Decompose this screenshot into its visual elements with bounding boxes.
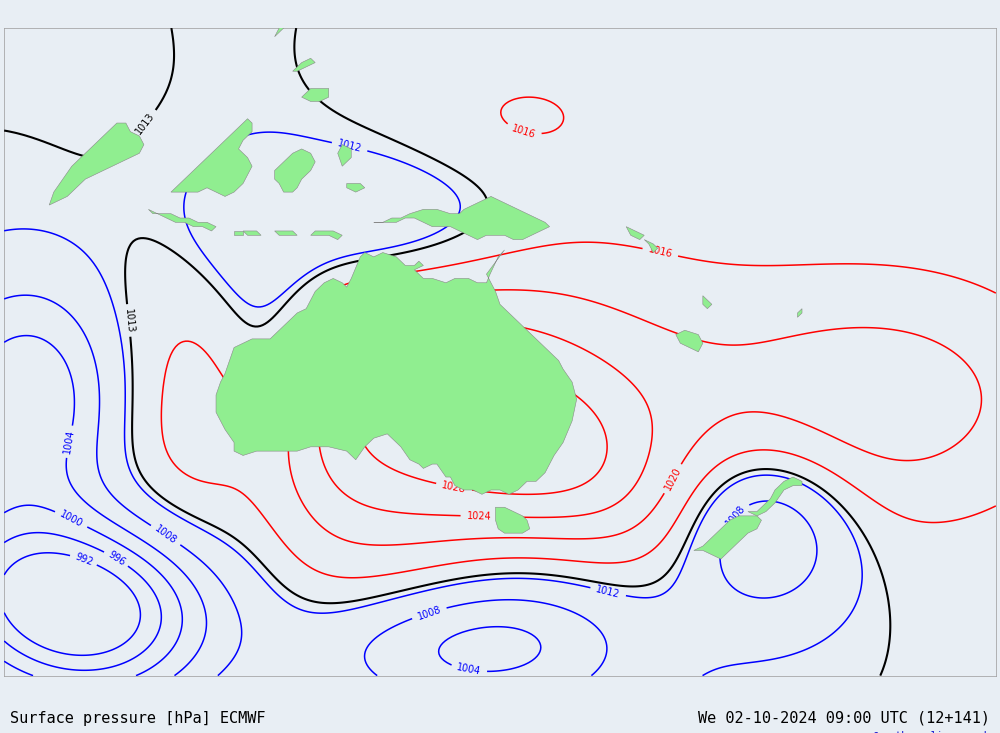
Text: 1004: 1004: [456, 663, 482, 677]
Text: 1024: 1024: [466, 511, 491, 522]
Polygon shape: [243, 231, 261, 235]
Polygon shape: [275, 149, 315, 192]
Text: @weatheronline.co.uk: @weatheronline.co.uk: [872, 730, 990, 733]
Polygon shape: [644, 240, 658, 253]
Polygon shape: [49, 123, 144, 205]
Polygon shape: [495, 507, 530, 533]
Text: 1013: 1013: [123, 308, 135, 333]
Polygon shape: [694, 516, 761, 559]
Polygon shape: [171, 119, 252, 196]
Text: 1000: 1000: [58, 509, 84, 529]
Text: 1028: 1028: [441, 479, 467, 495]
Polygon shape: [302, 89, 329, 101]
Polygon shape: [148, 210, 216, 231]
Polygon shape: [374, 196, 550, 240]
Polygon shape: [234, 231, 243, 235]
Polygon shape: [676, 331, 703, 352]
Text: 1004: 1004: [62, 429, 76, 454]
Text: 1016: 1016: [647, 245, 673, 260]
Polygon shape: [703, 295, 712, 309]
Text: 1013: 1013: [134, 111, 157, 136]
Polygon shape: [748, 477, 802, 516]
Polygon shape: [216, 250, 577, 494]
Polygon shape: [275, 231, 297, 235]
Text: We 02-10-2024 09:00 UTC (12+141): We 02-10-2024 09:00 UTC (12+141): [698, 711, 990, 726]
Text: 1016: 1016: [510, 123, 537, 140]
Polygon shape: [347, 183, 365, 192]
Text: 996: 996: [106, 550, 127, 568]
Polygon shape: [338, 144, 351, 166]
Polygon shape: [626, 226, 644, 240]
Text: 992: 992: [73, 551, 94, 567]
Text: 1008: 1008: [416, 604, 442, 622]
Text: 1012: 1012: [336, 139, 363, 155]
Polygon shape: [311, 231, 342, 240]
Polygon shape: [275, 2, 297, 37]
Text: Surface pressure [hPa] ECMWF: Surface pressure [hPa] ECMWF: [10, 711, 266, 726]
Text: 1012: 1012: [595, 584, 621, 600]
Text: 1008: 1008: [153, 524, 179, 546]
Text: 1008: 1008: [724, 503, 747, 528]
Polygon shape: [293, 59, 315, 71]
Polygon shape: [798, 309, 802, 317]
Text: 1020: 1020: [663, 465, 683, 492]
